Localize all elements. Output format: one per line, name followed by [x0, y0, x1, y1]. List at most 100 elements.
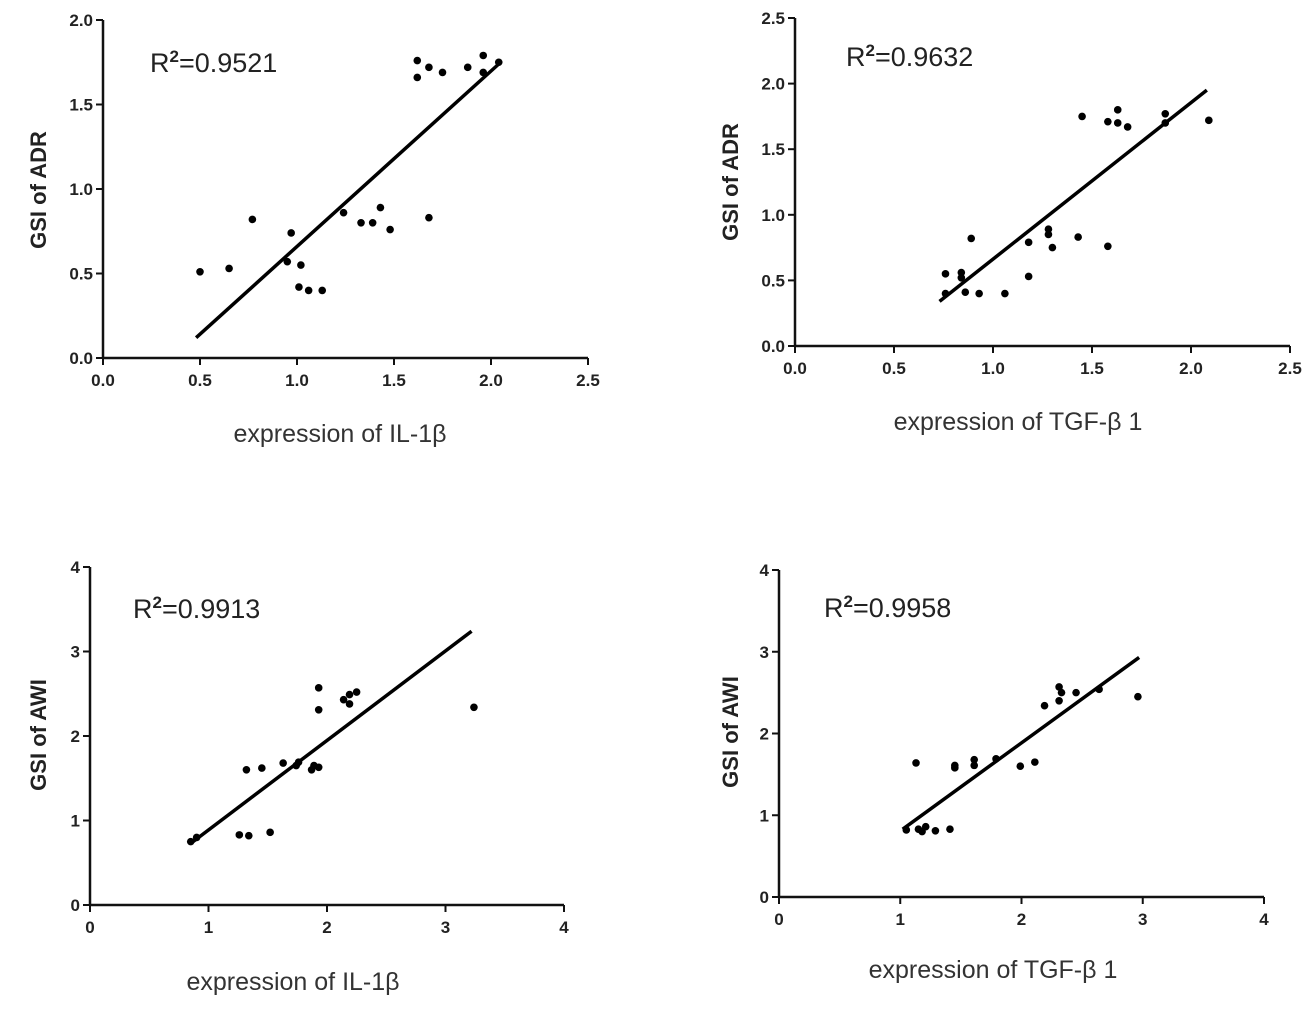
- y-tick-label: 1.0: [69, 180, 93, 199]
- data-point: [314, 684, 323, 692]
- data-point: [386, 225, 394, 234]
- data-point: [931, 826, 940, 835]
- x-axis-label: expression of TGF-β 1: [894, 408, 1143, 436]
- data-point: [1048, 243, 1057, 252]
- data-point: [345, 700, 354, 708]
- data-point: [941, 289, 950, 298]
- y-tick-label: 2.0: [761, 75, 785, 94]
- scatter-panel-1: 0.0 0.5 1.0 1.5 2.0 2.5 0.0 0.5 1.0 1.5 2.0 R2=0.95…: [26, 11, 600, 448]
- data-point: [258, 764, 266, 772]
- data-point: [1104, 242, 1112, 251]
- data-point: [1074, 233, 1082, 241]
- data-point: [470, 703, 478, 712]
- data-point: [368, 219, 377, 227]
- data-point: [494, 58, 503, 67]
- data-point: [279, 759, 287, 767]
- y-tick-label: 1.5: [69, 96, 93, 115]
- r-squared-annotation: R2=0.9958: [824, 592, 951, 623]
- data-point: [951, 764, 959, 772]
- x-tick-label: 2.5: [1278, 359, 1302, 378]
- data-point: [957, 268, 966, 277]
- y-tick-label: 0.0: [69, 349, 93, 368]
- y-tick-label: 2: [760, 725, 769, 744]
- x-tick-label: 2.0: [479, 371, 503, 390]
- y-tick-label: 1.5: [761, 140, 785, 159]
- data-point: [1072, 688, 1080, 697]
- data-point: [1134, 692, 1142, 701]
- r-squared-annotation: R2=0.9632: [846, 41, 973, 72]
- data-point: [1024, 238, 1033, 247]
- y-tick-label: 1.0: [761, 206, 785, 225]
- data-point: [1123, 123, 1132, 131]
- data-point: [1057, 688, 1066, 697]
- data-point: [345, 690, 354, 699]
- x-tick-label: 3: [1138, 910, 1147, 929]
- regression-line: [192, 629, 473, 844]
- data-point: [1205, 116, 1213, 125]
- y-axis-label: GSI of AWI: [718, 676, 743, 788]
- data-point: [479, 68, 488, 77]
- y-tick-label: 0.5: [69, 265, 93, 284]
- data-point: [1024, 272, 1033, 281]
- x-axis-label: expression of IL-1β: [186, 968, 399, 996]
- y-tick-label: 0: [760, 888, 769, 907]
- data-point: [1031, 758, 1039, 766]
- data-point: [318, 286, 327, 295]
- y-tick-label: 2.0: [69, 11, 93, 30]
- y-tick-label: 1: [71, 812, 80, 831]
- x-tick-label: 3: [441, 918, 450, 937]
- data-point: [314, 763, 323, 772]
- x-tick-label: 0.5: [188, 371, 212, 390]
- x-tick-label: 0.5: [882, 359, 906, 378]
- x-tick-label: 1.0: [981, 359, 1005, 378]
- y-axis-label: GSI of ADR: [26, 131, 51, 249]
- data-point: [413, 73, 422, 82]
- y-tick-label: 0.0: [761, 337, 785, 356]
- x-tick-label: 2: [1017, 910, 1026, 929]
- data-point: [235, 831, 244, 839]
- data-point: [196, 268, 204, 276]
- x-tick-label: 4: [1259, 910, 1269, 929]
- x-tick-label: 0.0: [783, 359, 807, 378]
- data-point: [992, 755, 1000, 763]
- regression-line: [194, 60, 502, 340]
- data-point: [287, 229, 295, 237]
- data-point: [339, 695, 348, 704]
- y-tick-label: 4: [760, 561, 770, 580]
- x-tick-label: 1.5: [382, 371, 406, 390]
- data-point: [225, 264, 233, 273]
- data-point: [463, 63, 472, 72]
- y-tick-label: 3: [71, 643, 80, 662]
- data-point: [921, 822, 930, 831]
- data-point: [975, 289, 983, 298]
- data-point: [1040, 701, 1049, 710]
- x-tick-label: 2.5: [576, 371, 600, 390]
- y-tick-label: 3: [760, 643, 769, 662]
- x-tick-label: 1.5: [1080, 359, 1104, 378]
- r-value: =0.9913: [162, 594, 260, 624]
- data-point: [186, 837, 195, 846]
- data-point: [1095, 685, 1103, 694]
- r-base: R: [150, 48, 170, 78]
- data-point: [248, 215, 257, 224]
- r-squared-annotation: R2=0.9913: [133, 593, 260, 624]
- data-point: [1044, 230, 1053, 239]
- x-tick-label: 0: [774, 910, 783, 929]
- data-point: [413, 56, 422, 65]
- data-point: [376, 203, 385, 212]
- data-point: [970, 761, 979, 770]
- r-base: R: [846, 42, 866, 72]
- r-value: =0.9958: [853, 593, 951, 623]
- x-tick-label: 1.0: [285, 371, 309, 390]
- data-point: [1044, 225, 1053, 234]
- y-axis-label: GSI of ADR: [718, 123, 743, 241]
- data-point: [192, 833, 201, 842]
- data-point: [1161, 109, 1170, 118]
- r-superscript: 2: [844, 592, 853, 611]
- data-point: [479, 51, 488, 60]
- y-axis-label: GSI of AWI: [26, 679, 51, 791]
- y-tick-label: 0: [71, 896, 80, 915]
